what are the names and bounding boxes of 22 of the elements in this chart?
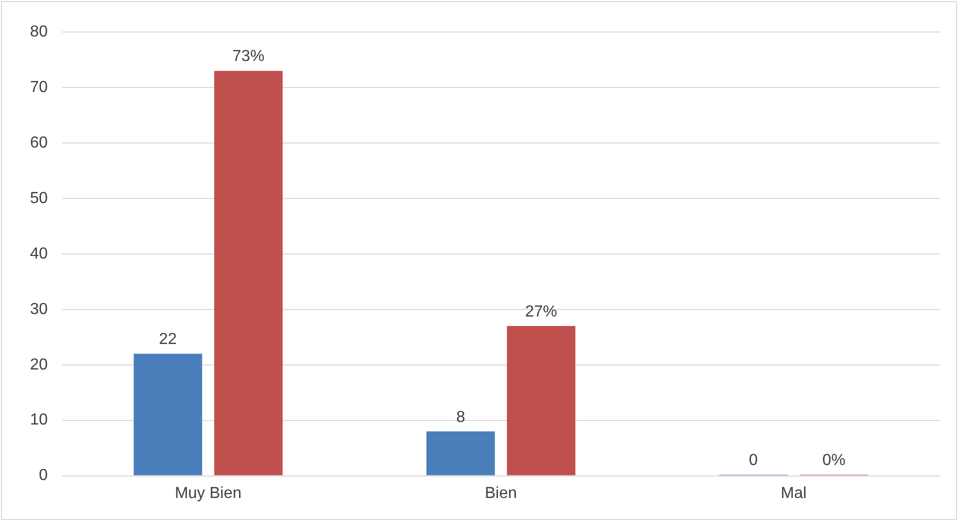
bar bbox=[214, 70, 283, 476]
data-label: 8 bbox=[456, 408, 466, 426]
x-tick-label: Mal bbox=[780, 484, 807, 502]
y-tick-label: 40 bbox=[30, 245, 48, 262]
bar bbox=[426, 431, 495, 476]
y-tick-label: 80 bbox=[30, 23, 48, 40]
y-tick-label: 0 bbox=[38, 467, 48, 484]
y-tick-label: 70 bbox=[30, 78, 48, 96]
y-tick-label: 20 bbox=[30, 356, 48, 374]
y-tick-label: 60 bbox=[30, 134, 48, 152]
data-label: 0 bbox=[748, 452, 758, 470]
bar bbox=[506, 326, 576, 476]
bar bbox=[134, 354, 202, 476]
y-tick-label: 30 bbox=[30, 300, 48, 318]
data-label: 73% bbox=[232, 48, 264, 66]
data-label: 22 bbox=[159, 331, 177, 348]
y-tick-label: 10 bbox=[30, 412, 48, 429]
y-tick-label: 50 bbox=[30, 190, 48, 207]
x-tick-label: Bien bbox=[484, 484, 517, 502]
data-label: 27% bbox=[525, 303, 558, 320]
data-label: 0% bbox=[822, 452, 846, 470]
x-tick-label: Muy Bien bbox=[174, 484, 242, 502]
